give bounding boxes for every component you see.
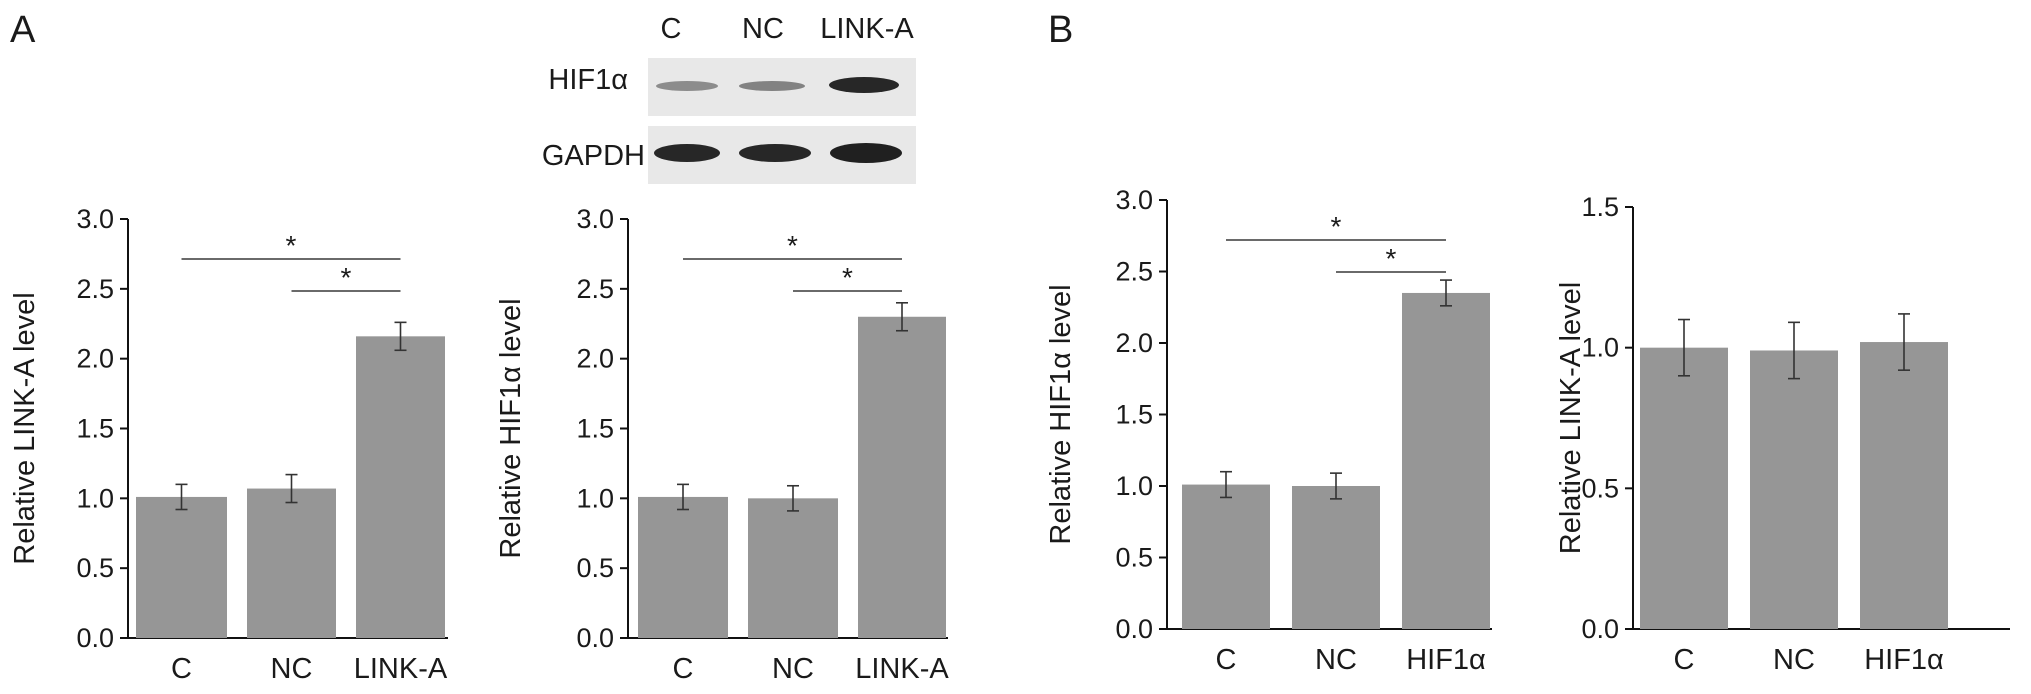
- blot-row-label: HIF1α: [548, 64, 628, 96]
- y-tick-label: 2.5: [76, 274, 114, 304]
- blot-lane-label: LINK-A: [820, 13, 914, 45]
- bar: [356, 336, 445, 638]
- blot-band: [830, 143, 902, 163]
- x-tick-label: C: [1216, 644, 1237, 676]
- bar-chart-3: 0.0 0.5 1.0 1.5 2.0 2.5 3.0 Relative HIF1α leve…: [1045, 185, 1492, 676]
- bar: [1292, 486, 1380, 629]
- panel-label-a: A: [10, 9, 36, 51]
- blot-lane-label: C: [661, 13, 682, 45]
- y-tick-label: 0.0: [1581, 614, 1619, 644]
- x-tick-label: NC: [271, 653, 313, 685]
- bar: [748, 498, 838, 638]
- y-tick-label: 1.5: [76, 414, 114, 444]
- bar: [1750, 350, 1838, 629]
- significance-star: *: [286, 230, 297, 261]
- y-tick-label: 3.0: [1115, 185, 1153, 215]
- y-tick-label: 1.0: [1581, 333, 1619, 363]
- x-tick-label: C: [1674, 644, 1695, 676]
- blot-row-label: GAPDH: [542, 140, 645, 172]
- blot-band: [739, 144, 811, 162]
- blot-band: [656, 81, 718, 91]
- y-tick-label: 0.0: [1115, 614, 1153, 644]
- y-axis-label: Relative HIF1α level: [495, 298, 527, 558]
- x-tick-label: LINK-A: [855, 653, 949, 685]
- bar: [638, 496, 728, 638]
- bar: [858, 316, 946, 638]
- y-tick-label: 0.5: [576, 553, 614, 583]
- panel-label-b: B: [1048, 9, 1073, 51]
- y-tick-label: 3.0: [76, 204, 114, 234]
- y-tick-label: 0.5: [76, 553, 114, 583]
- significance-star: *: [1386, 243, 1397, 274]
- significance-star: *: [1331, 211, 1342, 242]
- y-tick-label: 2.0: [76, 344, 114, 374]
- x-tick-label: HIF1α: [1864, 644, 1944, 676]
- x-tick-label: NC: [1315, 644, 1357, 676]
- y-tick-label: 1.0: [1115, 471, 1153, 501]
- significance-star: *: [842, 262, 853, 293]
- x-tick-label: NC: [1773, 644, 1815, 676]
- y-tick-label: 1.0: [576, 483, 614, 513]
- y-axis-label: Relative HIF1α level: [1045, 284, 1077, 544]
- x-tick-label: LINK-A: [354, 653, 448, 685]
- blot-band: [654, 144, 720, 162]
- y-tick-label: 0.5: [1115, 543, 1153, 573]
- x-tick-label: C: [171, 653, 192, 685]
- y-tick-label: 1.0: [76, 483, 114, 513]
- x-tick-label: C: [673, 653, 694, 685]
- blot-band: [829, 77, 899, 93]
- bar: [1640, 347, 1728, 629]
- bar-chart-2: 0.0 0.5 1.0 1.5 2.0 2.5 3.0 Relative HIF1α leve…: [495, 204, 949, 685]
- y-tick-label: 0.0: [576, 623, 614, 653]
- y-axis-label: Relative LINK-A level: [9, 292, 41, 564]
- y-axis-label: Relative LINK-A level: [1555, 282, 1587, 554]
- bar-chart-1: 0.0 0.5 1.0 1.5 2.0 2.5 3.0 Relative LINK-A lev…: [9, 204, 448, 685]
- y-tick-label: 3.0: [576, 204, 614, 234]
- y-tick-label: 1.5: [1581, 192, 1619, 222]
- bar: [1182, 484, 1270, 629]
- blot-band: [739, 81, 805, 91]
- y-tick-label: 2.5: [576, 274, 614, 304]
- y-tick-label: 2.5: [1115, 257, 1153, 287]
- blot-lane-label: NC: [742, 13, 784, 45]
- x-tick-label: NC: [772, 653, 814, 685]
- bar: [247, 488, 336, 638]
- bar: [1860, 342, 1948, 629]
- y-tick-label: 1.5: [576, 414, 614, 444]
- y-tick-label: 2.0: [1115, 328, 1153, 358]
- bar-chart-4: 0.0 0.5 1.0 1.5 Relative LINK-A level C NC HIF1…: [1555, 192, 2010, 676]
- y-tick-label: 1.5: [1115, 400, 1153, 430]
- significance-star: *: [341, 262, 352, 293]
- y-tick-label: 0.5: [1581, 473, 1619, 503]
- bar: [136, 496, 227, 638]
- x-tick-label: HIF1α: [1406, 644, 1486, 676]
- western-blot: C NC LINK-A HIF1α GAPDH: [542, 13, 916, 184]
- significance-star: *: [787, 230, 798, 261]
- bar: [1402, 292, 1490, 629]
- y-tick-label: 0.0: [76, 623, 114, 653]
- y-tick-label: 2.0: [576, 344, 614, 374]
